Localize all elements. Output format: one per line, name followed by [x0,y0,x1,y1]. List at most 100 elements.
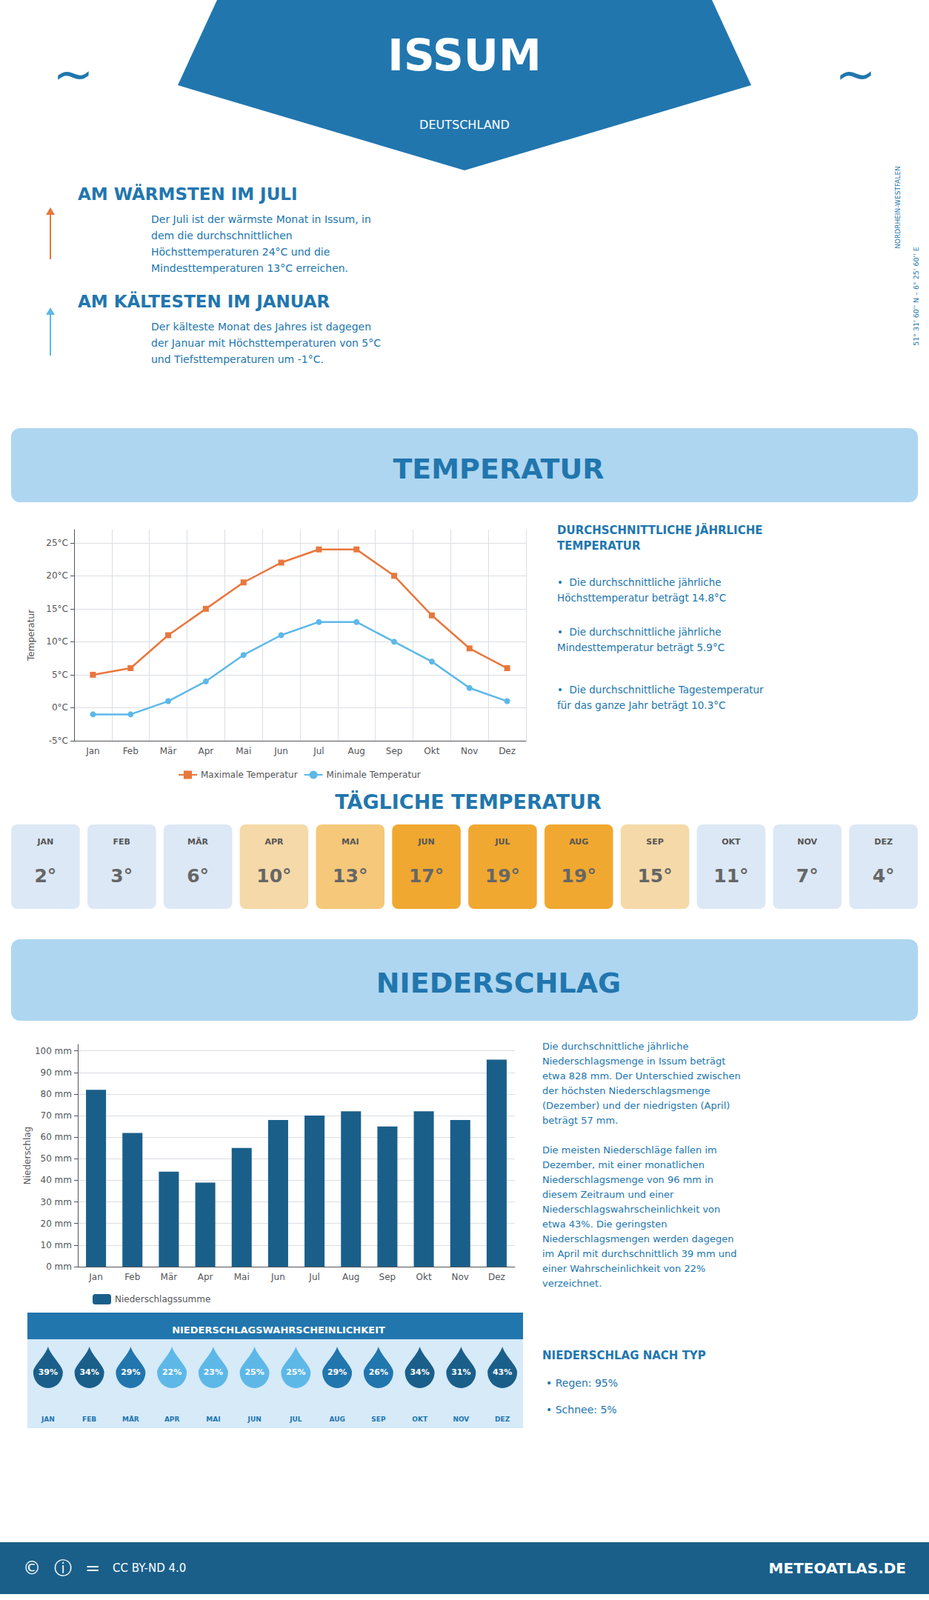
svg-text:3°: 3° [110,865,133,887]
svg-text:Niederschlagswahrscheinlichkei: Niederschlagswahrscheinlichkeit von [542,1203,721,1215]
svg-text:Jan: Jan [88,1272,103,1283]
svg-text:Jun: Jun [273,746,289,757]
svg-text:Sep: Sep [379,1272,397,1283]
svg-text:DEUTSCHLAND: DEUTSCHLAND [419,117,510,132]
svg-text:Höchsttemperaturen 24°C und di: Höchsttemperaturen 24°C und die [151,245,330,258]
svg-text:29%: 29% [120,1367,141,1378]
svg-text:DEZ: DEZ [494,1415,511,1424]
svg-text:Apr: Apr [197,1272,214,1283]
svg-text:NORDRHEIN-WESTFALEN: NORDRHEIN-WESTFALEN [894,165,902,249]
svg-text:im April mit durchschnittlich: im April mit durchschnittlich 39 mm und [542,1248,738,1260]
svg-text:JUN: JUN [417,837,435,847]
svg-text:Mindesttemperatur beträgt 5.9°: Mindesttemperatur beträgt 5.9°C [557,641,725,654]
svg-text:Mär: Mär [160,746,178,757]
svg-text:Dez: Dez [498,746,516,757]
svg-text:MÄR: MÄR [122,1415,140,1424]
svg-text:und Tiefsttemperaturen um -1°C: und Tiefsttemperaturen um -1°C. [151,353,324,366]
svg-text:JUN: JUN [247,1415,262,1424]
svg-text:APR: APR [264,837,284,847]
svg-text:7°: 7° [796,865,819,887]
svg-text:15°C: 15°C [45,603,69,615]
svg-text:25°C: 25°C [45,537,69,549]
svg-text:©: © [22,1557,41,1579]
svg-text:Niederschlagssumme: Niederschlagssumme [114,1294,211,1305]
svg-text:Niederschlag: Niederschlag [22,1126,33,1185]
svg-text:diesem Zeitraum und einer: diesem Zeitraum und einer [542,1189,675,1201]
svg-text:Jul: Jul [312,746,324,757]
svg-text:Feb: Feb [122,746,139,757]
svg-text:Höchsttemperatur beträgt 14.8°: Höchsttemperatur beträgt 14.8°C [557,591,727,604]
svg-text:Apr: Apr [198,746,215,757]
svg-text:MAI: MAI [341,837,360,847]
svg-text:SEP: SEP [646,837,664,847]
svg-text:25%: 25% [244,1367,264,1378]
svg-text:CC BY-ND 4.0: CC BY-ND 4.0 [112,1561,186,1576]
svg-text:10°C: 10°C [45,636,69,647]
svg-text:• Schnee: 5%: • Schnee: 5% [545,1403,618,1416]
svg-text:dem die durchschnittlichen: dem die durchschnittlichen [151,229,293,242]
svg-text:Niederschlagsmenge von 96 mm i: Niederschlagsmenge von 96 mm in [542,1174,714,1186]
svg-text:TEMPERATUR: TEMPERATUR [392,452,604,486]
svg-text:-5°C: -5°C [48,735,69,747]
svg-text:Mär: Mär [160,1272,178,1283]
svg-text:Die durchschnittliche jährlich: Die durchschnittliche jährliche [542,1040,689,1052]
svg-text:etwa 43%. Die geringsten: etwa 43%. Die geringsten [542,1218,668,1230]
svg-text:Nov: Nov [460,746,478,757]
svg-text:10 mm: 10 mm [40,1240,72,1251]
svg-text:Mai: Mai [235,746,252,757]
svg-text:Aug: Aug [342,1272,360,1283]
svg-text:34%: 34% [409,1367,429,1378]
svg-text:Sep: Sep [385,746,404,757]
svg-text:NIEDERSCHLAGSWAHRSCHEINLICHKEI: NIEDERSCHLAGSWAHRSCHEINLICHKEIT [171,1324,386,1336]
svg-text:Niederschlagsmenge in Issum be: Niederschlagsmenge in Issum beträgt [542,1055,726,1067]
svg-text:Dez: Dez [488,1272,506,1283]
svg-text:APR: APR [164,1415,181,1424]
svg-text:6°: 6° [186,865,209,887]
svg-text:31%: 31% [451,1367,471,1378]
svg-text:etwa 828 mm. Der Unterschied z: etwa 828 mm. Der Unterschied zwischen [542,1070,741,1082]
svg-text:19°: 19° [561,865,597,887]
svg-text:50 mm: 50 mm [40,1153,72,1164]
svg-text:NOV: NOV [452,1415,469,1424]
svg-text:AM KÄLTESTEN IM JANUAR: AM KÄLTESTEN IM JANUAR [77,291,331,312]
svg-text:25%: 25% [285,1367,306,1378]
svg-text:Jan: Jan [85,746,101,757]
svg-text:4°: 4° [872,865,895,887]
svg-text:OKT: OKT [411,1415,429,1424]
svg-text:19°: 19° [485,865,521,887]
svg-text:Der kälteste Monat des Jahres: Der kälteste Monat des Jahres ist dagege… [151,320,372,333]
svg-text:70 mm: 70 mm [40,1110,72,1121]
svg-text:22%: 22% [162,1367,182,1378]
svg-text:NOV: NOV [797,837,818,847]
svg-text:5°C: 5°C [51,669,69,681]
svg-text:einer Wahrscheinlichkeit von 2: einer Wahrscheinlichkeit von 22% [542,1263,706,1275]
svg-text:SEP: SEP [371,1415,386,1424]
svg-text:DURCHSCHNITTLICHE JÄHRLICHE: DURCHSCHNITTLICHE JÄHRLICHE [557,523,763,538]
svg-text:80 mm: 80 mm [40,1089,72,1100]
svg-text:23%: 23% [203,1367,223,1378]
svg-text:• Die durchschnittliche Tages: • Die durchschnittliche Tagestemperatur [557,683,764,696]
svg-text:verzeichnet.: verzeichnet. [542,1277,602,1290]
svg-text:MÄR: MÄR [187,836,209,847]
svg-text:AM WÄRMSTEN IM JULI: AM WÄRMSTEN IM JULI [77,183,298,204]
svg-text:60 mm: 60 mm [40,1131,72,1143]
svg-text:AUG: AUG [568,837,589,847]
svg-text:0 mm: 0 mm [45,1261,72,1273]
svg-text:17°: 17° [408,865,444,887]
svg-text:~: ~ [52,45,94,103]
svg-text:ISSUM: ISSUM [387,30,541,81]
svg-text:39%: 39% [38,1367,58,1378]
svg-text:MAI: MAI [205,1415,221,1424]
svg-text:TÄGLICHE TEMPERATUR: TÄGLICHE TEMPERATUR [334,790,602,814]
svg-text:TEMPERATUR: TEMPERATUR [557,539,641,553]
svg-text:der höchsten Niederschlagsmeng: der höchsten Niederschlagsmenge [542,1085,710,1097]
svg-text:beträgt 57 mm.: beträgt 57 mm. [542,1114,618,1127]
svg-text:Minimale Temperatur: Minimale Temperatur [326,769,421,781]
svg-text:43%: 43% [492,1367,512,1378]
svg-text:JUL: JUL [288,1415,303,1424]
svg-text:Mindesttemperaturen 13°C errei: Mindesttemperaturen 13°C erreichen. [151,262,349,275]
svg-text:JAN: JAN [37,837,55,847]
svg-text:ⓘ: ⓘ [54,1557,72,1579]
svg-text:34%: 34% [79,1367,99,1378]
svg-text:15°: 15° [637,865,672,887]
